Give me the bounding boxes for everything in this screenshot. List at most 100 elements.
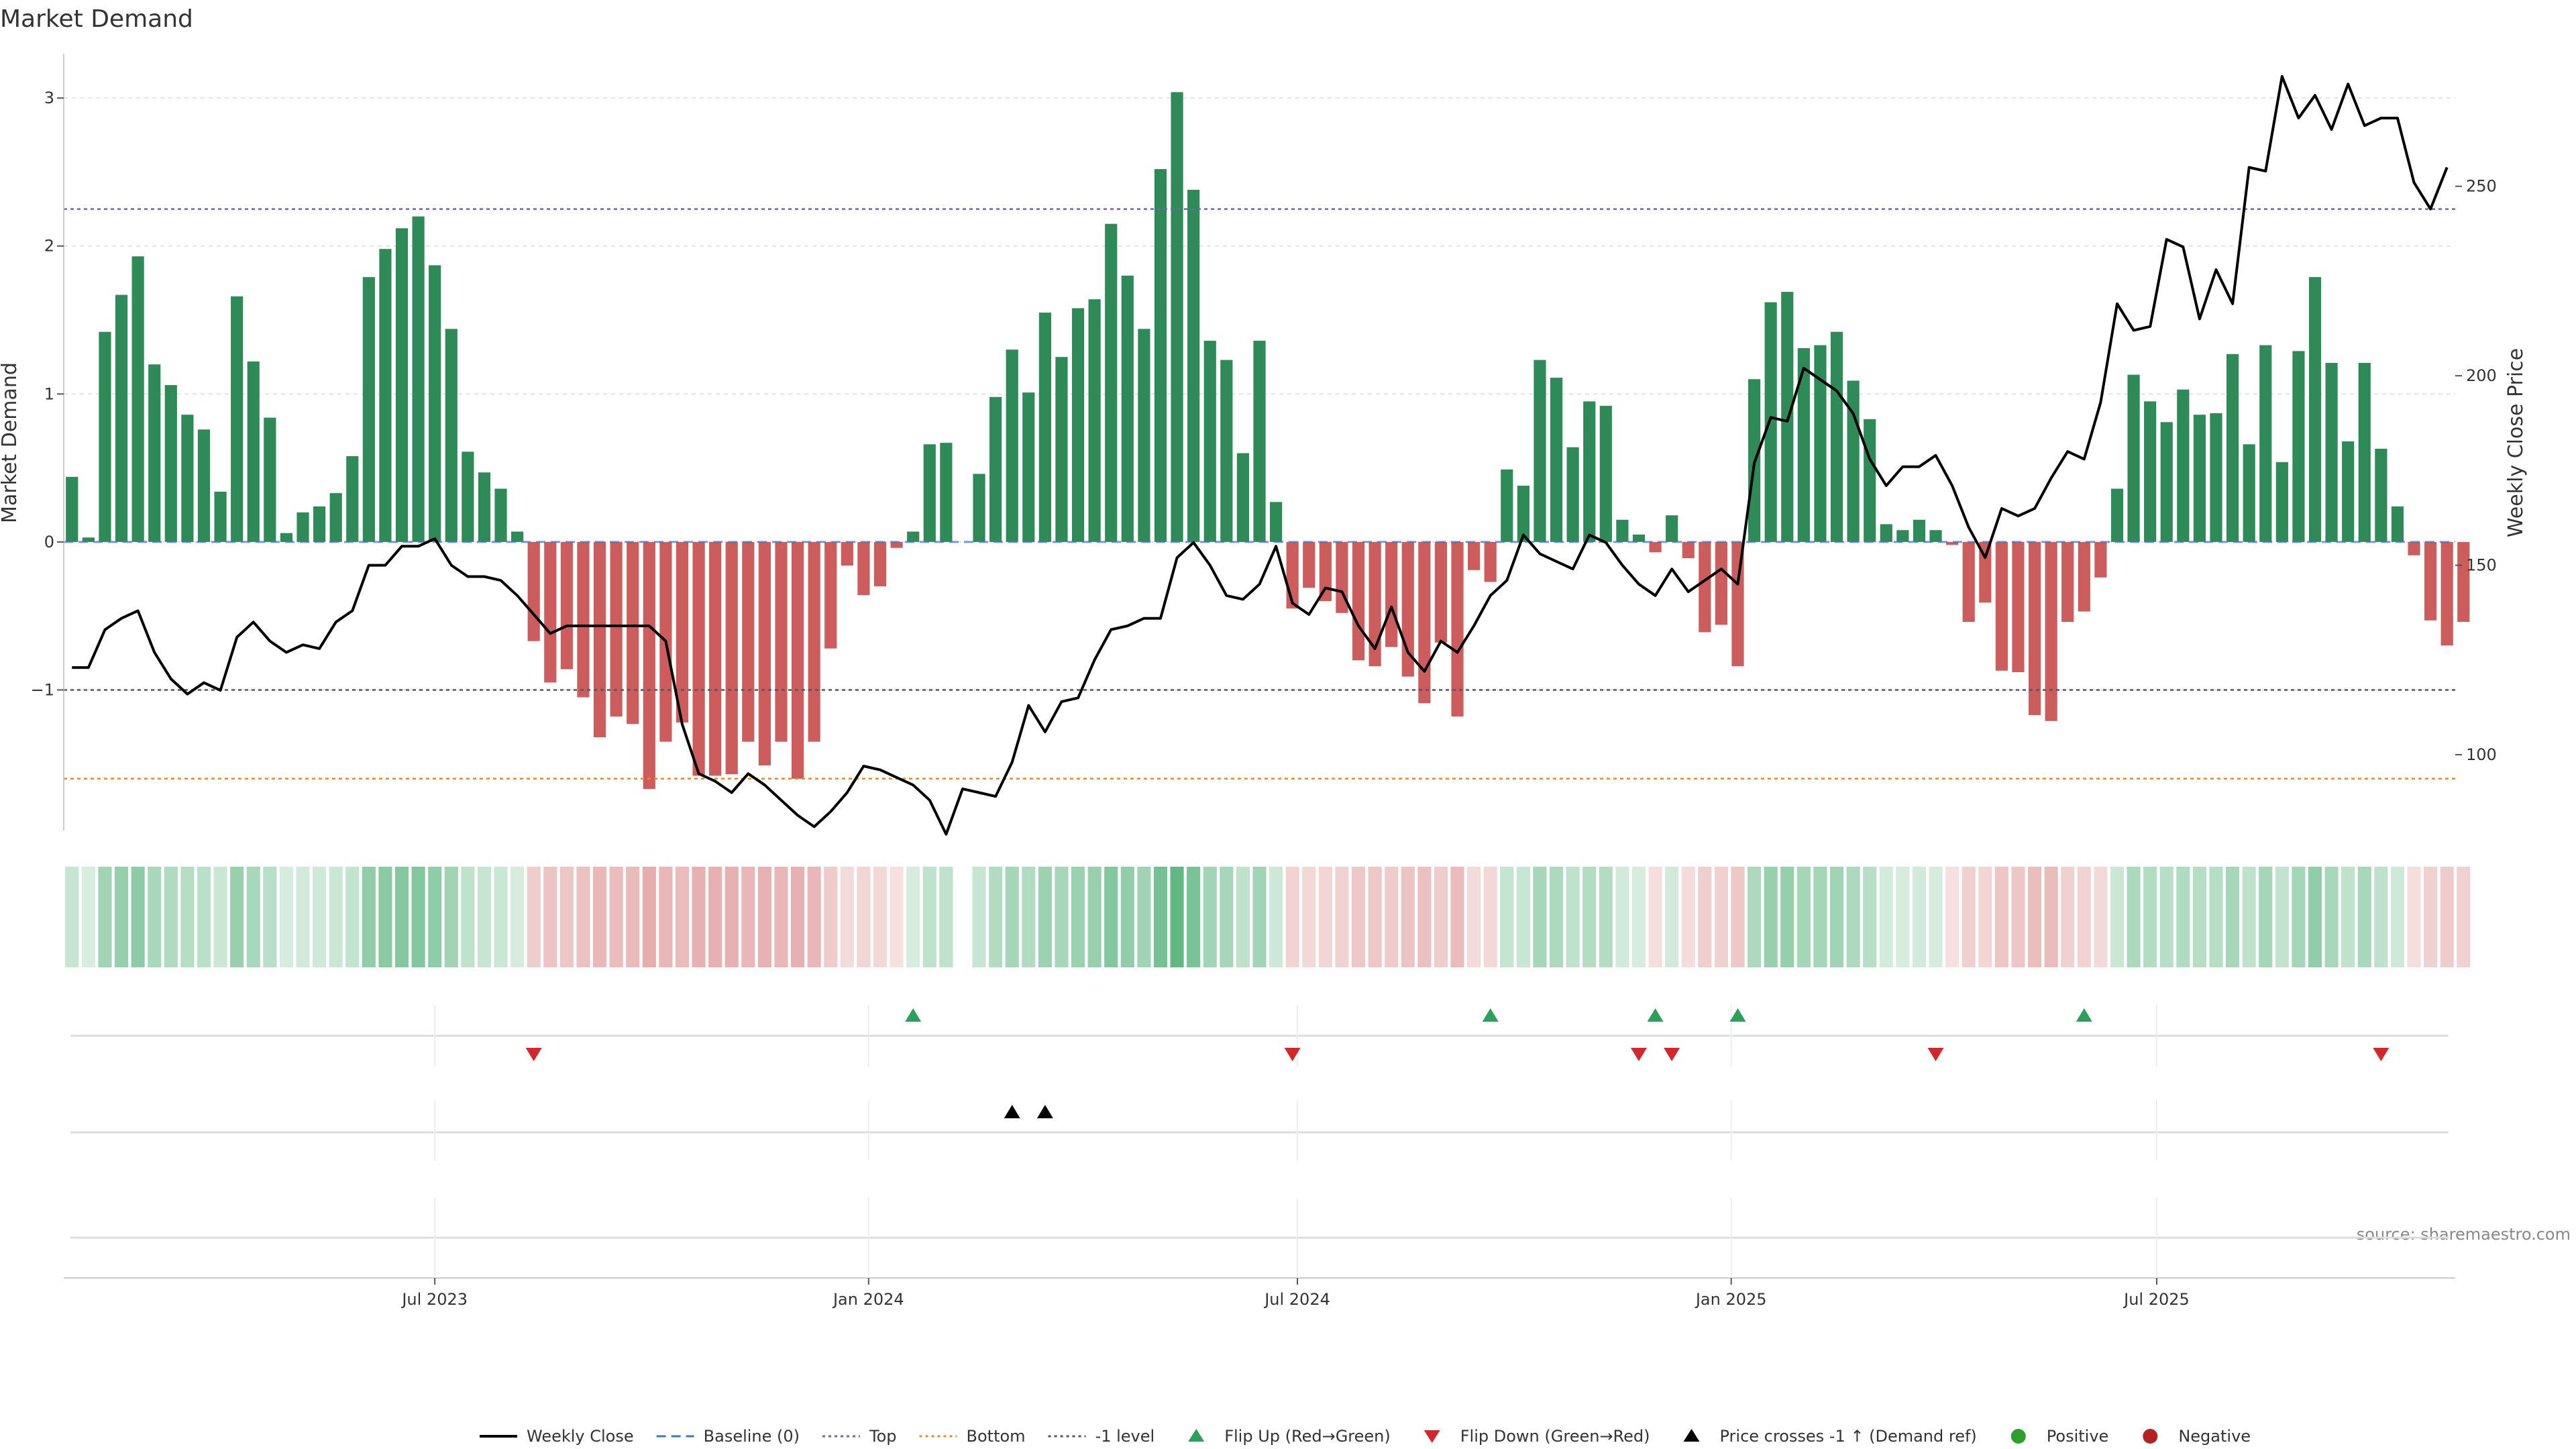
strip-cell-positive bbox=[906, 867, 920, 967]
bar-positive bbox=[1121, 275, 1134, 542]
bar-positive bbox=[1006, 350, 1018, 542]
strip-cell-positive bbox=[1252, 867, 1267, 967]
bar-positive bbox=[181, 415, 194, 542]
bar-negative bbox=[791, 541, 804, 779]
strip-cell-positive bbox=[1236, 867, 1250, 967]
bar-positive bbox=[2308, 277, 2322, 542]
strip-cell-negative bbox=[807, 867, 821, 967]
bar-positive bbox=[445, 329, 458, 542]
strip-cell-negative bbox=[2061, 867, 2075, 967]
bar-negative bbox=[1468, 541, 1481, 570]
bar-positive bbox=[2375, 448, 2387, 542]
strip-cell-negative bbox=[840, 867, 854, 967]
bar-negative bbox=[2061, 541, 2074, 622]
bar-positive bbox=[2243, 444, 2255, 542]
strip-cell-positive bbox=[1038, 867, 1052, 967]
bar-negative bbox=[610, 541, 623, 717]
bar-positive bbox=[429, 265, 441, 542]
strip-cell-positive bbox=[1796, 867, 1811, 967]
bar-positive bbox=[99, 331, 111, 542]
strip-cell-positive bbox=[477, 867, 492, 967]
bar-negative bbox=[1303, 541, 1316, 588]
x-tick-label: Jul 2023 bbox=[400, 1290, 468, 1309]
strip-cell-positive bbox=[1516, 867, 1530, 967]
strip-cell-positive bbox=[1137, 867, 1151, 967]
bar-negative bbox=[1434, 541, 1448, 643]
bar-positive bbox=[1236, 453, 1250, 542]
bar-positive bbox=[1550, 378, 1563, 542]
y-tick-label: −1 bbox=[31, 680, 54, 699]
bar-positive bbox=[2193, 415, 2206, 542]
strip-cell-positive bbox=[98, 867, 112, 967]
legend-label: Flip Down (Green→Red) bbox=[1460, 1427, 1650, 1446]
strip-cell-positive bbox=[296, 867, 310, 967]
strip-cell-positive bbox=[1269, 867, 1283, 967]
strip-cell-positive bbox=[1120, 867, 1134, 967]
bar-positive bbox=[494, 488, 507, 542]
strip-cell-negative bbox=[873, 867, 888, 967]
bar-positive bbox=[148, 364, 161, 542]
bar-positive bbox=[1632, 534, 1646, 542]
bar-positive bbox=[280, 533, 293, 542]
strip-cell-positive bbox=[411, 867, 425, 967]
strip-cell-positive bbox=[2292, 867, 2306, 967]
strip-cell-negative bbox=[757, 867, 771, 967]
flip-down-marker bbox=[525, 1048, 542, 1061]
bar-negative bbox=[709, 541, 722, 776]
strip-cell-negative bbox=[1335, 867, 1349, 967]
bar-negative bbox=[1385, 541, 1398, 647]
strip-cell-negative bbox=[824, 867, 838, 967]
bar-positive bbox=[2275, 462, 2288, 542]
strip-cell-positive bbox=[939, 867, 953, 967]
strip-cell-positive bbox=[2374, 867, 2388, 967]
strip-cell-positive bbox=[2341, 867, 2355, 967]
bar-positive bbox=[1896, 530, 1909, 542]
strip-cell-positive bbox=[1748, 867, 1762, 967]
bar-negative bbox=[1946, 541, 1959, 545]
legend-label: Top bbox=[869, 1427, 897, 1446]
strip-cell-negative bbox=[559, 867, 574, 967]
strip-cell-positive bbox=[1220, 867, 1234, 967]
legend-swatch bbox=[1188, 1429, 1205, 1442]
strip-cell-negative bbox=[1483, 867, 1497, 967]
flip-down-marker bbox=[1630, 1048, 1647, 1061]
bar-positive bbox=[379, 249, 392, 542]
strip-cell-positive bbox=[428, 867, 442, 967]
bar-negative bbox=[742, 541, 755, 742]
bar-positive bbox=[1253, 340, 1266, 542]
strip-cell-negative bbox=[774, 867, 788, 967]
strip-cell-negative bbox=[543, 867, 557, 967]
strip-cell-positive bbox=[313, 867, 327, 967]
strip-cell-positive bbox=[1780, 867, 1794, 967]
bar-negative bbox=[808, 541, 820, 742]
strip-cell-positive bbox=[279, 867, 293, 967]
strip-cell-positive bbox=[114, 867, 129, 967]
bar-negative bbox=[593, 541, 606, 738]
strip-cell-positive bbox=[1187, 867, 1201, 967]
legend-swatch bbox=[2010, 1429, 2026, 1444]
strip-cell-positive bbox=[1533, 867, 1547, 967]
bar-positive bbox=[1764, 302, 1777, 542]
legend-label: Positive bbox=[2047, 1427, 2109, 1446]
bar-negative bbox=[873, 541, 887, 587]
flip-up-marker bbox=[905, 1008, 922, 1022]
bar-positive bbox=[214, 491, 227, 542]
bar-positive bbox=[1830, 331, 1843, 542]
strip-cell-negative bbox=[527, 867, 541, 967]
strip-cell-negative bbox=[659, 867, 673, 967]
bar-negative bbox=[775, 541, 788, 742]
bar-positive bbox=[1797, 347, 1810, 542]
bar-negative bbox=[1731, 541, 1744, 667]
strip-cell-negative bbox=[1994, 867, 2008, 967]
strip-cell-positive bbox=[1665, 867, 1679, 967]
strip-cell-negative bbox=[2407, 867, 2421, 967]
strip-cell-positive bbox=[1829, 867, 1844, 967]
strip-cell-positive bbox=[1631, 867, 1646, 967]
legend-swatch bbox=[1683, 1429, 1700, 1442]
strip-cell-negative bbox=[1351, 867, 1366, 967]
strip-cell-positive bbox=[444, 867, 458, 967]
y-axis-label: Market Demand bbox=[0, 362, 21, 523]
bar-negative bbox=[1319, 541, 1332, 602]
bar-positive bbox=[264, 417, 276, 542]
bar-positive bbox=[1913, 519, 1926, 542]
